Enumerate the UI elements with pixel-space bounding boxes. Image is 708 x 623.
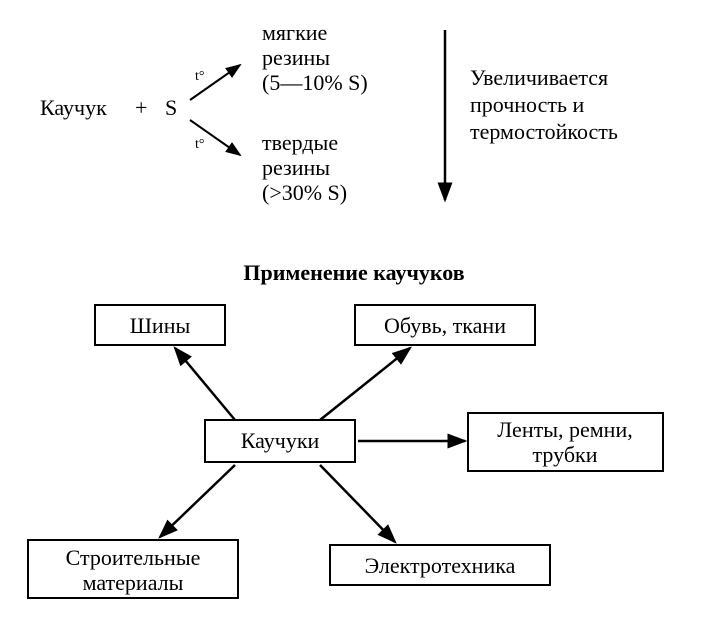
product-hard-l3: (>30% S)	[262, 180, 347, 205]
reaction-diagram: Каучук + S t° t° мягкие резины (5—10% S)…	[40, 20, 618, 205]
construction-label-l1: Строительные	[66, 545, 201, 570]
arrow-shoes	[320, 348, 410, 420]
center-box: Каучуки	[205, 420, 355, 462]
tires-box: Шины	[95, 305, 225, 345]
construction-label-l2: материалы	[83, 570, 184, 595]
side-text-l1: Увеличивается	[470, 65, 608, 90]
temp-label-bottom: t°	[195, 137, 205, 152]
temp-label-top: t°	[195, 69, 205, 84]
product-hard-l2: резины	[262, 155, 330, 180]
arrow-electro	[320, 465, 395, 542]
shoes-box: Обувь, ткани	[355, 305, 535, 345]
applications-diagram: Применение каучуков Каучуки Шины Обувь, …	[28, 260, 663, 598]
reactant-kauchuk: Каучук	[40, 95, 107, 120]
product-soft-l3: (5—10% S)	[262, 70, 368, 95]
product-soft-l1: мягкие	[262, 20, 327, 45]
tapes-label-l2: трубки	[533, 442, 598, 467]
product-hard-l1: твердые	[262, 130, 338, 155]
side-text-l2: прочность и	[470, 92, 585, 117]
electro-label: Электротехника	[365, 553, 516, 578]
side-text-l3: термостойкость	[470, 119, 618, 144]
center-label: Каучуки	[241, 428, 320, 453]
shoes-label: Обувь, ткани	[384, 313, 506, 338]
tires-label: Шины	[130, 313, 191, 338]
product-soft-l2: резины	[262, 45, 330, 70]
applications-title: Применение каучуков	[243, 260, 464, 285]
arrow-construction	[160, 465, 235, 537]
plus-sign: +	[135, 95, 147, 120]
reactant-s: S	[165, 95, 177, 120]
tapes-box: Ленты, ремни, трубки	[468, 413, 663, 471]
tapes-label-l1: Ленты, ремни,	[497, 417, 632, 442]
construction-box: Строительные материалы	[28, 540, 238, 598]
electro-box: Электротехника	[330, 545, 550, 585]
arrow-tires	[175, 348, 235, 420]
